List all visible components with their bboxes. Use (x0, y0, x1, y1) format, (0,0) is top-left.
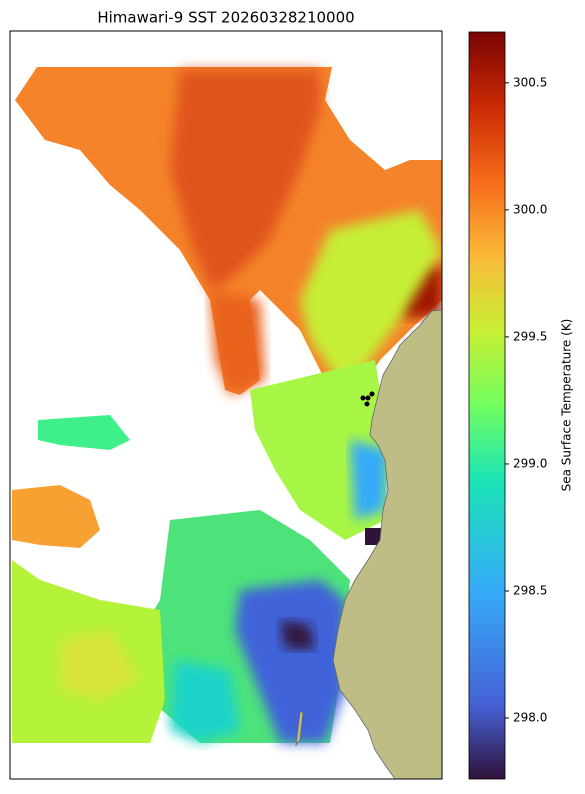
colorbar-ticks: 298.0 298.5 299.0 299.5 300.0 300.5 (505, 75, 547, 725)
sst-field (12, 67, 442, 779)
tick-label: 300.5 (513, 75, 547, 89)
tick-label: 298.5 (513, 583, 547, 597)
map-frame (9, 30, 443, 780)
tick-label: 300.0 (513, 202, 547, 216)
colorbar (468, 31, 506, 780)
colorbar-label: Sea Surface Temperature (K) (560, 319, 574, 492)
tick-label: 298.0 (513, 711, 547, 725)
map-title: Himawari-9 SST 20260328210000 (97, 9, 354, 27)
tick-label: 299.5 (513, 329, 547, 343)
tick-label: 299.0 (513, 456, 547, 470)
